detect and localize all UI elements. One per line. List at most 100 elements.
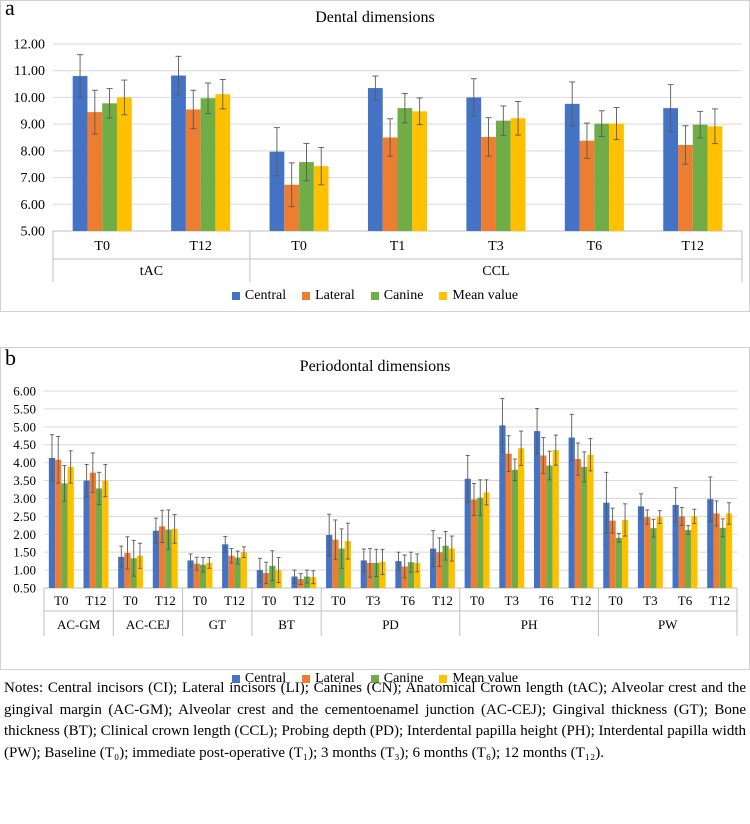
bar [621,519,629,588]
x-group-label: PH [521,617,538,632]
bar [518,448,525,588]
bar [725,513,733,588]
bar [568,437,575,588]
x-category-label: T0 [470,593,484,608]
bar [564,103,580,231]
bar [719,527,726,588]
x-category-label: T3 [643,593,657,608]
bar [644,517,651,588]
bar [165,529,172,588]
bar [678,516,686,588]
x-group-label: PD [382,617,399,632]
legend-label: Mean value [452,671,519,686]
y-tick-label: 2.50 [13,509,36,524]
y-tick-label: 8.00 [21,144,46,159]
panel-letter: a [5,0,15,20]
x-category-label: T12 [189,239,212,254]
legend-item: Lateral [302,671,355,687]
legend-item: Lateral [302,288,355,304]
x-group-label: GT [209,617,226,632]
bar [637,506,645,588]
chart-legend: Central Lateral Canine Mean value [1,288,749,304]
legend-item: Canine [370,671,423,687]
legend-swatch [302,292,311,300]
x-category-label: T12 [224,593,245,608]
bar [395,561,402,588]
bar [656,517,663,588]
legend-swatch [370,675,379,683]
bar [603,502,610,588]
legend-label: Central [244,288,287,303]
x-category-label: T12 [682,239,705,254]
bar [650,528,657,588]
legend-item: Central [231,288,287,304]
legend-swatch [370,292,379,300]
bar [436,552,443,588]
x-group-label: AC-GM [57,617,101,632]
bar [499,425,506,588]
y-tick-label: 3.50 [13,473,36,488]
bar [228,555,235,588]
bar [171,75,186,231]
bar [299,162,314,231]
bar [579,140,595,231]
bar [470,499,478,588]
y-tick-label: 0.50 [13,581,36,596]
bar [615,537,622,588]
x-category-label: T0 [331,593,345,608]
bar [95,488,103,588]
bar [67,466,74,588]
chart-title: Dental dimensions [315,9,435,26]
bar [483,492,490,588]
bar [382,137,398,231]
y-tick-label: 12.00 [14,38,46,53]
bar [481,136,496,231]
legend-swatch [231,292,240,300]
dental-dimensions-panel: a Dental dimensions 5.00 6.00 7.00 8.00 9.00… [0,0,750,312]
bar [118,556,125,588]
bar [367,88,383,231]
x-category-label: T3 [366,593,380,608]
x-category-label: T12 [293,593,314,608]
bar [533,431,541,588]
bar [397,108,413,231]
y-tick-label: 5.00 [21,225,46,240]
bar [159,526,166,588]
x-category-label: T1 [390,239,406,254]
x-category-label: T0 [94,239,110,254]
y-tick-label: 6.00 [21,198,46,213]
bar [193,563,200,588]
bar [587,454,594,588]
bar [609,123,624,231]
bar [692,124,708,231]
bar [313,166,329,231]
bar [442,545,449,588]
legend-item: Mean value [439,671,518,687]
bar [707,499,714,588]
bar [609,520,616,588]
bar [269,151,285,231]
legend-label: Mean value [452,288,519,303]
bar [360,560,367,588]
bar [466,97,482,231]
bar [187,560,194,588]
y-tick-label: 6.00 [13,384,36,399]
legend-label: Canine [383,288,424,303]
legend-label: Lateral [315,288,355,303]
bar [685,529,692,588]
x-category-label: T6 [401,593,416,608]
bar [407,562,415,588]
y-tick-label: 11.00 [14,64,45,79]
y-tick-label: 9.00 [21,118,46,133]
bar [171,528,178,588]
legend-swatch [439,292,448,300]
bar [200,98,216,231]
x-category-label: T12 [709,593,730,608]
y-tick-label: 5.00 [13,419,36,434]
bar [552,450,559,588]
dental-dimensions-chart: 5.00 6.00 7.00 8.00 9.00 10.00 11.00 12.00 T0 T12… [14,38,743,282]
chart-title: Periodontal dimensions [299,358,451,375]
bar [477,497,484,588]
bar [87,112,103,231]
y-tick-label: 5.50 [13,401,36,416]
